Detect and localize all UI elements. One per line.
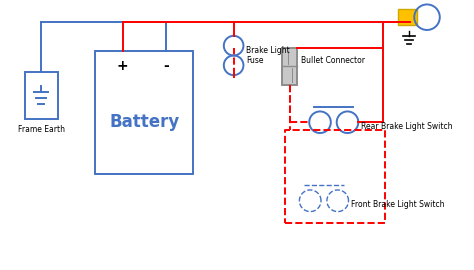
Text: +: + xyxy=(117,59,128,73)
Text: -: - xyxy=(163,59,169,73)
FancyBboxPatch shape xyxy=(398,9,417,25)
Text: Brake Light
Fuse: Brake Light Fuse xyxy=(246,46,290,65)
Text: Bullet Connector: Bullet Connector xyxy=(301,56,365,65)
Text: Battery: Battery xyxy=(109,113,180,131)
Text: Front Brake Light Switch: Front Brake Light Switch xyxy=(351,200,445,209)
FancyBboxPatch shape xyxy=(95,51,193,174)
Text: Frame Earth: Frame Earth xyxy=(18,125,65,134)
FancyBboxPatch shape xyxy=(25,72,58,119)
FancyBboxPatch shape xyxy=(282,48,297,85)
Text: Rear Brake Light Switch: Rear Brake Light Switch xyxy=(361,122,453,131)
